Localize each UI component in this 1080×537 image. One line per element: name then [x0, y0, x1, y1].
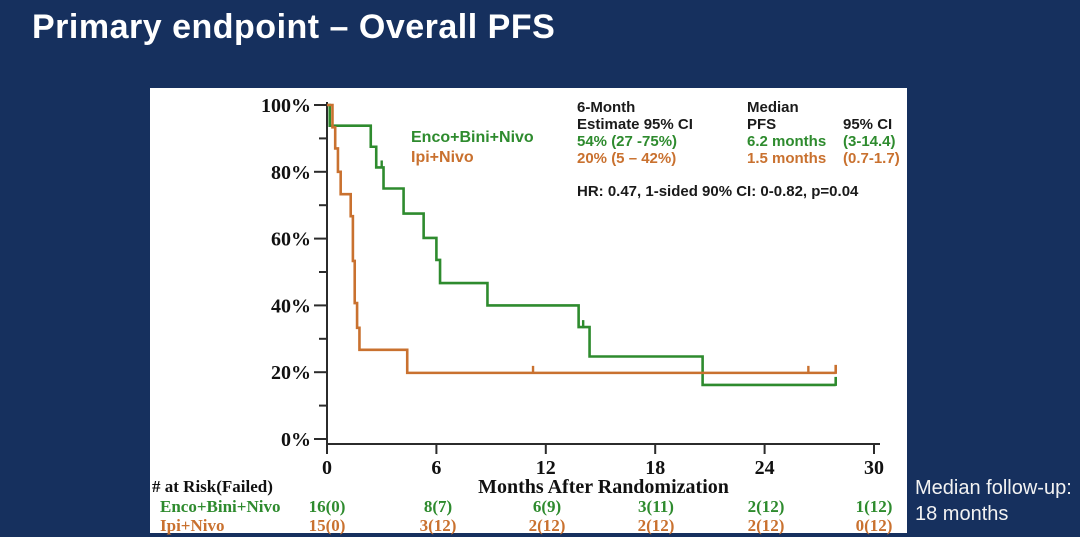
stat-6month-header: 6-Month [577, 99, 636, 116]
stat-median-ci-series2: (0.7-1.7) [843, 150, 900, 167]
risk-value: 2(12) [747, 516, 785, 535]
slide-title: Primary endpoint – Overall PFS [32, 8, 556, 46]
stat-pfs-header: PFS [747, 116, 777, 133]
risk-value: 8(7) [423, 497, 453, 516]
risk-value: 6(9) [532, 497, 562, 516]
risk-row-label-series1: Enco+Bini+Nivo [160, 497, 281, 516]
risk-row-label-series2: Ipi+Nivo [160, 516, 225, 535]
risk-value: 2(12) [528, 516, 566, 535]
stat-median-series1: 6.2 months [747, 133, 827, 150]
risk-value: 2(12) [747, 497, 785, 516]
risk-value: 3(11) [638, 497, 674, 516]
stat-hazard-ratio: HR: 0.47, 1-sided 90% CI: 0-0.82, p=0.04 [577, 183, 859, 200]
legend-series2-label: Ipi+Nivo [411, 149, 474, 166]
stat-ci-header: 95% CI [843, 116, 893, 133]
stat-median-header: Median [747, 99, 799, 116]
stat-median-series2: 1.5 months [747, 150, 827, 167]
stat-estimate-header: Estimate 95% CI [577, 116, 693, 133]
risk-value: 0(12) [855, 516, 893, 535]
legend-series1-label: Enco+Bini+Nivo [411, 129, 534, 146]
risk-value: 3(12) [419, 516, 457, 535]
followup-note-line1: Median follow-up: [915, 477, 1072, 499]
risk-value: 16(0) [308, 497, 346, 516]
risk-value: 2(12) [637, 516, 675, 535]
risk-table-header: # at Risk(Failed) [152, 477, 273, 496]
followup-note-line2: 18 months [915, 503, 1009, 525]
risk-value: 1(12) [855, 497, 893, 516]
stat-6month-series1: 54% (27 -75%) [577, 133, 678, 150]
risk-value: 15(0) [308, 516, 346, 535]
stat-median-ci-series1: (3-14.4) [843, 133, 896, 150]
stat-6month-series2: 20% (5 – 42%) [577, 150, 677, 167]
